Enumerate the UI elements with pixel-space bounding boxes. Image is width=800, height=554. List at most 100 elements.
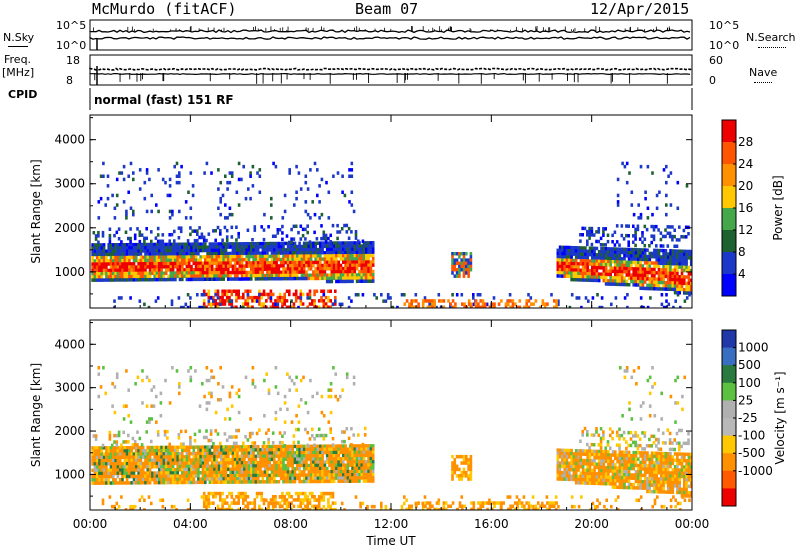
velocity-cell	[369, 447, 373, 451]
power-cell	[144, 278, 147, 282]
power-cell	[321, 244, 324, 249]
velocity-cell	[371, 444, 375, 448]
velocity-cell	[275, 480, 278, 484]
power-cell	[260, 302, 263, 306]
velocity-cell	[214, 491, 217, 496]
power-cell	[185, 248, 189, 253]
power-cell	[220, 242, 223, 246]
velocity-cell	[199, 445, 202, 449]
power-cell	[247, 258, 251, 262]
velocity-cell	[221, 501, 224, 505]
velocity-cell	[210, 458, 214, 462]
velocity-cell	[178, 461, 182, 466]
velocity-cell	[136, 443, 139, 447]
velocity-cell	[144, 449, 147, 453]
power-ytick-label: 2000	[54, 221, 85, 235]
power-cell	[360, 273, 363, 277]
power-cell	[625, 254, 629, 258]
power-cell	[296, 273, 299, 278]
power-cell	[659, 237, 663, 242]
power-cell	[161, 239, 165, 243]
velocity-cell	[132, 458, 136, 463]
power-cell	[595, 259, 599, 263]
power-cell	[261, 277, 265, 281]
velocity-cell	[169, 458, 173, 462]
power-cell	[277, 245, 281, 249]
power-cell	[643, 273, 647, 278]
power-cell	[460, 293, 464, 297]
power-cell	[634, 270, 638, 274]
velocity-cell	[213, 461, 216, 465]
power-cell	[637, 257, 640, 262]
velocity-cell	[293, 444, 297, 449]
power-cell	[259, 270, 262, 275]
velocity-cell	[355, 473, 359, 477]
power-cell	[144, 265, 147, 269]
power-cell	[145, 209, 149, 214]
power-cell	[270, 245, 274, 249]
velocity-cell	[146, 458, 150, 463]
power-cell	[591, 253, 594, 257]
power-cell	[532, 302, 535, 306]
power-cell	[286, 264, 290, 268]
power-cell	[587, 299, 590, 303]
velocity-cell	[217, 474, 221, 478]
power-cell	[148, 274, 152, 279]
power-cell	[332, 257, 336, 261]
velocity-cell	[367, 463, 370, 467]
power-cell	[676, 275, 679, 279]
power-cell	[332, 266, 336, 271]
velocity-cell	[185, 477, 189, 481]
power-cell	[114, 265, 117, 269]
power-cell	[116, 268, 120, 273]
velocity-cell	[248, 435, 252, 439]
velocity-cell	[248, 501, 252, 505]
velocity-cell	[152, 385, 156, 389]
velocity-cell	[266, 448, 269, 452]
velocity-cell	[207, 438, 211, 443]
power-cell	[270, 254, 274, 259]
velocity-cell	[322, 437, 326, 441]
power-cell	[291, 257, 294, 262]
velocity-cell	[316, 473, 320, 477]
velocity-cell	[194, 445, 198, 449]
power-cell	[509, 299, 512, 303]
power-cell	[289, 251, 292, 255]
power-cell	[190, 277, 193, 282]
velocity-cell	[240, 464, 244, 468]
power-cell	[558, 274, 562, 278]
power-cell	[431, 305, 434, 308]
velocity-cell	[245, 470, 248, 475]
power-cell	[525, 299, 528, 303]
power-cell	[107, 268, 110, 273]
velocity-cell	[190, 461, 193, 465]
power-cell	[217, 258, 221, 262]
velocity-cell	[222, 458, 225, 462]
velocity-cell	[215, 474, 219, 478]
power-cell	[219, 196, 222, 201]
velocity-cell	[130, 455, 133, 459]
power-cell	[602, 256, 606, 260]
velocity-cell	[192, 464, 196, 469]
power-cell	[256, 267, 260, 271]
power-cell	[273, 248, 276, 252]
power-cell	[160, 265, 163, 269]
power-cell	[213, 258, 216, 262]
velocity-cell	[252, 477, 255, 481]
power-cell	[678, 287, 681, 292]
power-cell	[683, 249, 686, 254]
power-cell	[609, 266, 612, 270]
velocity-cell	[314, 450, 317, 455]
power-cell	[673, 274, 677, 279]
power-cell	[197, 248, 200, 253]
velocity-cell	[102, 481, 106, 485]
velocity-cell	[109, 462, 113, 466]
power-cell	[625, 224, 628, 228]
power-cell	[189, 232, 192, 237]
power-cell	[613, 230, 617, 234]
velocity-cell	[246, 507, 250, 510]
power-cell	[178, 242, 182, 246]
velocity-cell	[130, 458, 133, 463]
power-cell	[301, 302, 305, 306]
power-cell	[279, 277, 283, 281]
